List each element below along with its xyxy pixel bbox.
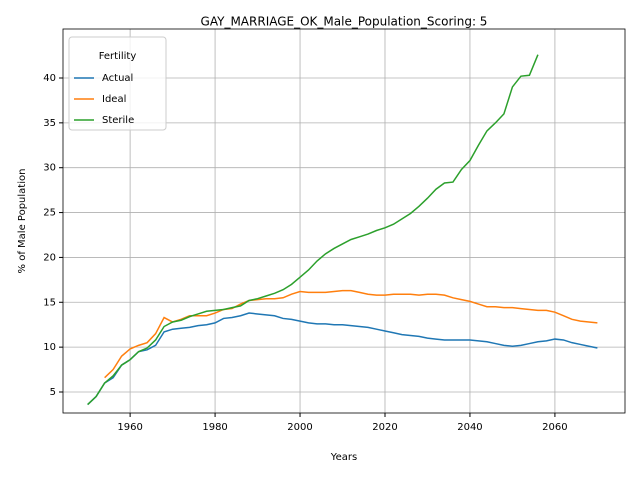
y-tick-label: 25 xyxy=(43,208,56,219)
legend-label: Actual xyxy=(102,73,133,84)
x-tick-label: 2020 xyxy=(372,422,397,433)
y-tick-label: 30 xyxy=(43,163,56,174)
y-tick-label: 20 xyxy=(43,252,56,263)
y-tick-label: 35 xyxy=(43,118,56,129)
y-axis-label: % of Male Population xyxy=(17,169,28,274)
chart-title: GAY_MARRIAGE_OK_Male_Population_Scoring:… xyxy=(201,15,488,29)
y-tick-label: 15 xyxy=(43,297,56,308)
data-line xyxy=(87,312,598,406)
x-tick-label: 2060 xyxy=(542,422,567,433)
y-tick-label: 10 xyxy=(43,342,56,353)
legend-title: Fertility xyxy=(99,51,137,62)
x-tick-label: 1980 xyxy=(202,422,227,433)
x-tick-label: 2000 xyxy=(287,422,312,433)
legend-label: Sterile xyxy=(102,115,134,126)
x-tick-label: 2040 xyxy=(457,422,482,433)
plot-frame xyxy=(62,28,626,414)
x-axis-label: Years xyxy=(330,452,357,463)
legend-label: Ideal xyxy=(102,94,126,105)
x-tick-label: 1960 xyxy=(117,422,142,433)
data-line xyxy=(87,54,539,406)
data-line xyxy=(104,289,598,379)
y-tick-label: 5 xyxy=(50,387,56,398)
y-tick-label: 40 xyxy=(43,73,56,84)
legend-box xyxy=(68,36,167,131)
